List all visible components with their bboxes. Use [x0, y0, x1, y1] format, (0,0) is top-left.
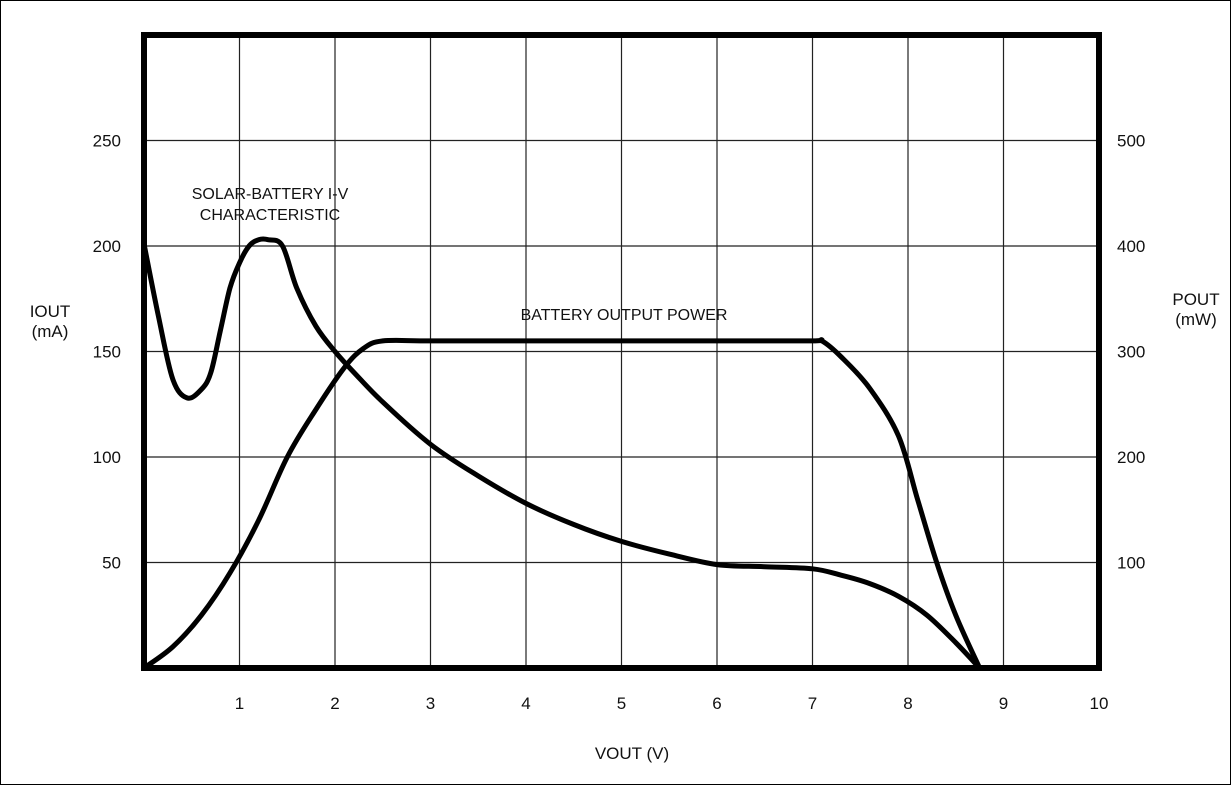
y-right-tick-label: 500 — [1117, 132, 1145, 151]
x-tick-label: 5 — [617, 694, 626, 713]
x-tick-label: 3 — [426, 694, 435, 713]
x-tick-label: 1 — [235, 694, 244, 713]
x-tick-label: 8 — [903, 694, 912, 713]
x-tick-label: 6 — [712, 694, 721, 713]
x-tick-label: 10 — [1090, 694, 1109, 713]
plot-border — [141, 32, 1102, 671]
x-tick-label: 4 — [521, 694, 530, 713]
y-left-tick-label: 100 — [93, 448, 121, 467]
y-left-tick-label: 150 — [93, 343, 121, 362]
y-left-tick-label: 50 — [102, 554, 121, 573]
y-right-tick-label: 200 — [1117, 448, 1145, 467]
grid — [144, 35, 1099, 668]
y-left-tick-label: 200 — [93, 237, 121, 256]
annotation-power: BATTERY OUTPUT POWER — [521, 307, 728, 324]
series-layer — [141, 236, 983, 671]
annotation-iv-line1: SOLAR-BATTERY I-V — [192, 186, 349, 203]
y-left-tick-label: 250 — [93, 132, 121, 151]
y-right-tick-label: 100 — [1117, 554, 1145, 573]
output-power-line — [141, 337, 983, 671]
x-tick-label: 2 — [330, 694, 339, 713]
y-right-tick-label: 300 — [1117, 343, 1145, 362]
x-tick-label: 7 — [808, 694, 817, 713]
x-tick-label: 9 — [999, 694, 1008, 713]
tick-labels: 1 2 3 4 5 6 7 8 9 10 50 100 150 200 250 100 200 300 400 500 — [93, 132, 1146, 714]
y-axis-label-right-line2: (mW) — [1175, 310, 1217, 329]
y-right-tick-label: 400 — [1117, 237, 1145, 256]
y-axis-label-left-line2: (mA) — [32, 322, 69, 341]
y-axis-label-left-line1: IOUT — [30, 302, 71, 321]
y-axis-label-right-line1: POUT — [1172, 290, 1219, 309]
iv-curve-line — [141, 236, 983, 671]
annotation-iv-line2: CHARACTERISTIC — [200, 207, 340, 224]
x-axis-label: VOUT (V) — [595, 744, 669, 763]
